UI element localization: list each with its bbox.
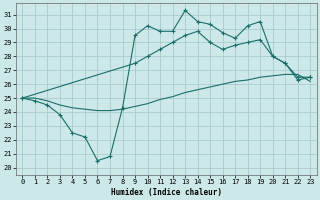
X-axis label: Humidex (Indice chaleur): Humidex (Indice chaleur) (111, 188, 222, 197)
